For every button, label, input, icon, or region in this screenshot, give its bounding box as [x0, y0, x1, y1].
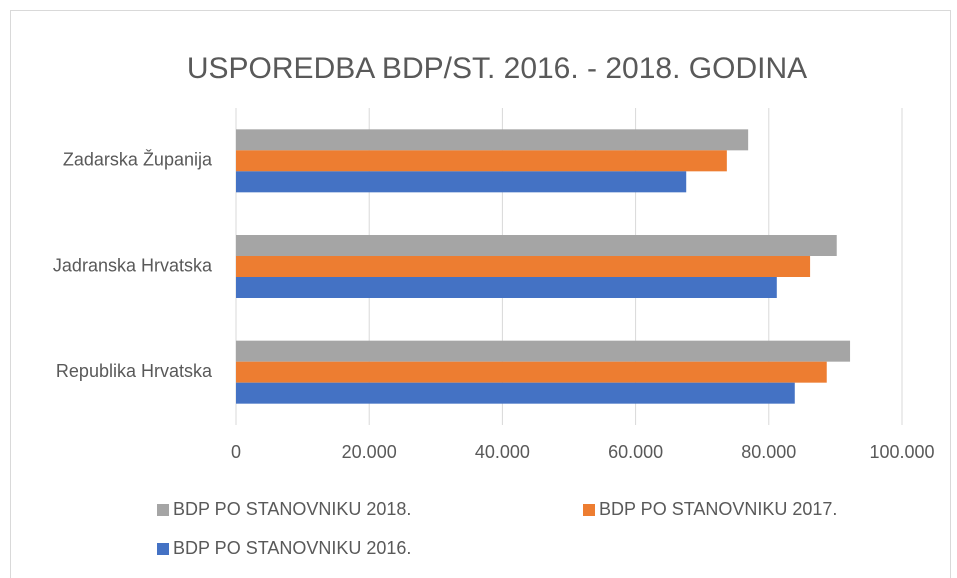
bar [236, 171, 687, 193]
bar [236, 235, 837, 256]
legend-swatch [157, 504, 169, 516]
bar [236, 340, 851, 362]
y-tick-label: Zadarska Županija [63, 150, 213, 170]
y-tick-label: Jadranska Hrvatska [53, 255, 213, 275]
legend-swatch [157, 543, 169, 555]
x-tick-label: 40.000 [475, 442, 530, 462]
y-tick-label: Republika Hrvatska [56, 361, 213, 381]
legend-label: BDP PO STANOVNIKU 2016. [173, 538, 411, 558]
x-tick-label: 100.000 [869, 442, 934, 462]
chart-title: USPOREDBA BDP/ST. 2016. - 2018. GODINA [187, 52, 807, 85]
bar [236, 277, 777, 298]
bar [236, 150, 727, 172]
x-tick-label: 20.000 [342, 442, 397, 462]
legend-label: BDP PO STANOVNIKU 2018. [173, 499, 411, 519]
bar [236, 361, 827, 383]
legend-swatch [583, 504, 595, 516]
bar [236, 129, 749, 151]
bar [236, 382, 795, 404]
x-tick-label: 80.000 [741, 442, 796, 462]
x-tick-label: 0 [231, 442, 241, 462]
bar [236, 256, 811, 277]
x-tick-label: 60.000 [608, 442, 663, 462]
legend-label: BDP PO STANOVNIKU 2017. [599, 499, 837, 519]
